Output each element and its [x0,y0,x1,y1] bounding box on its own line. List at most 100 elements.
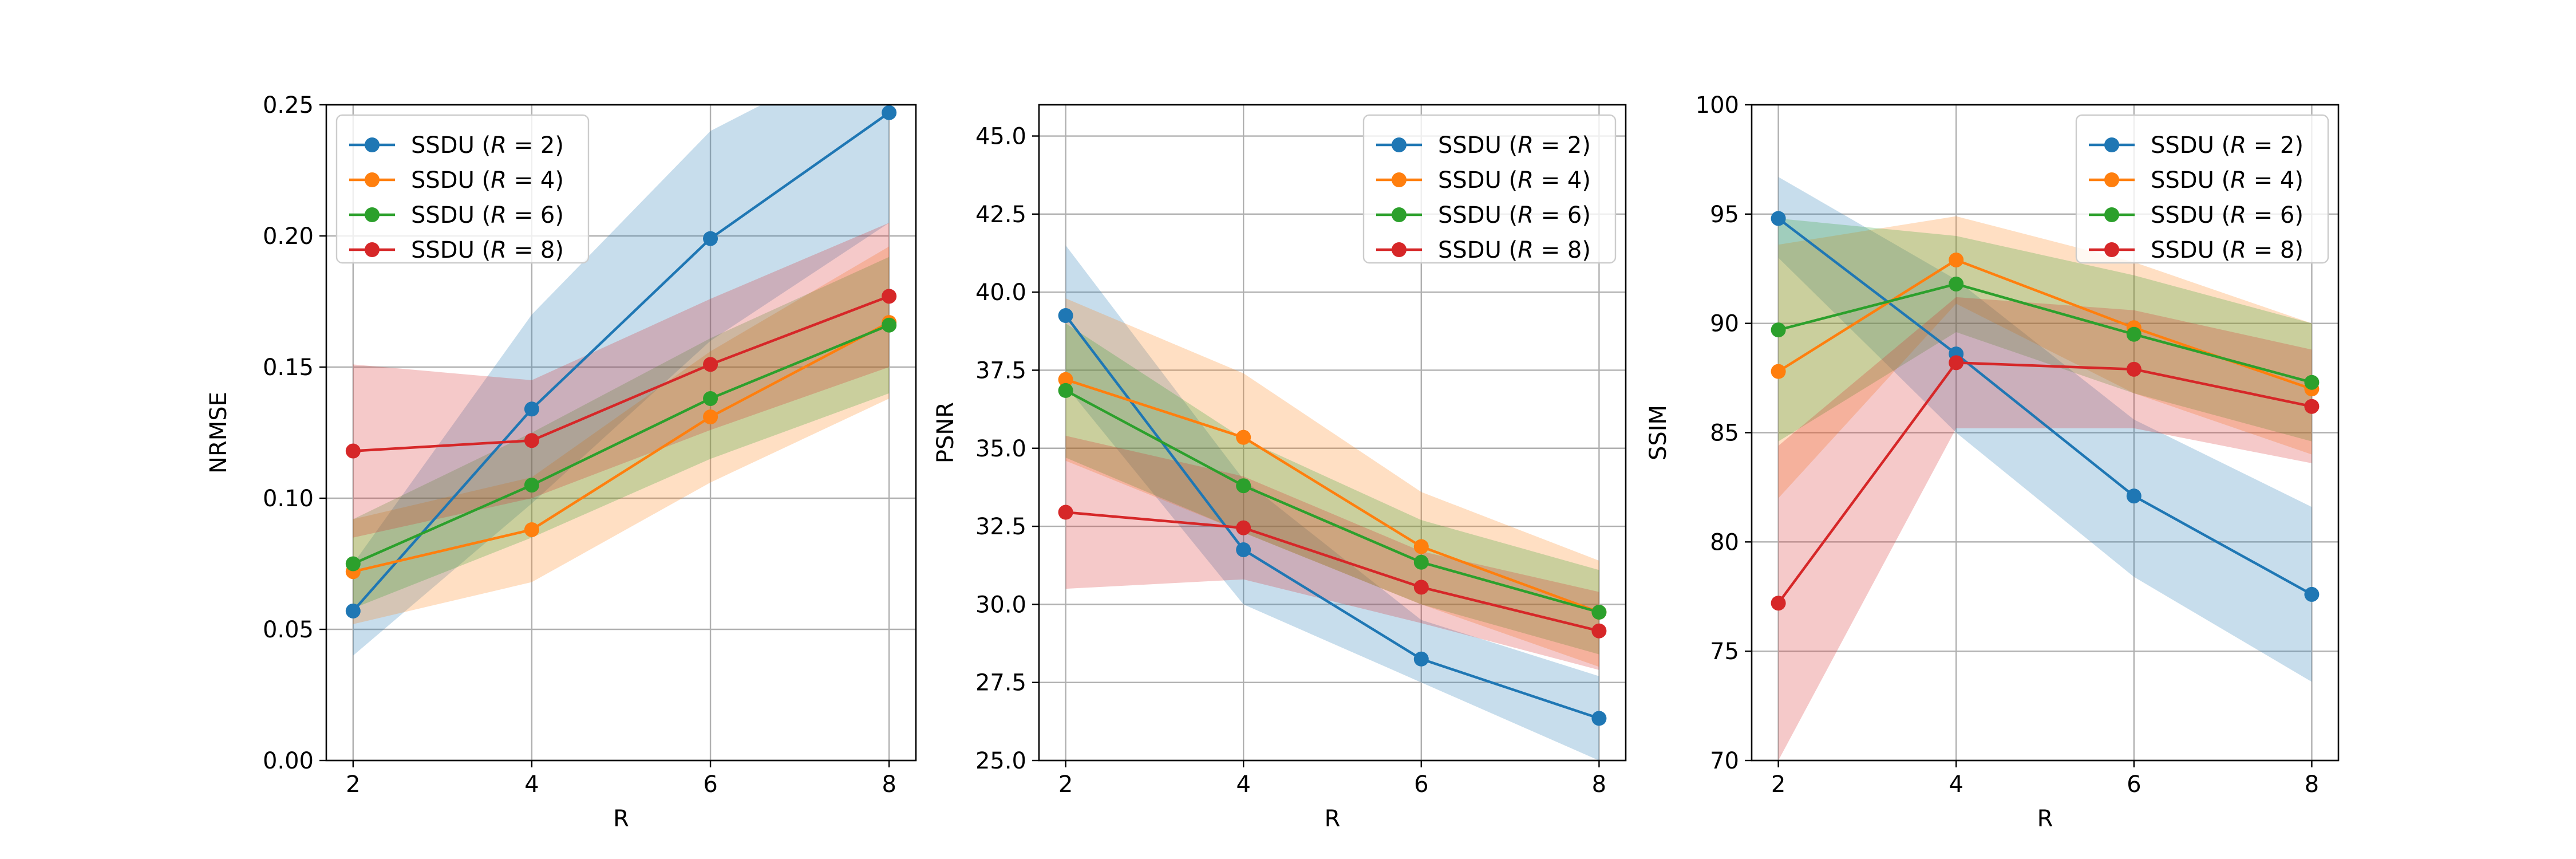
point-series-1 [703,231,718,246]
legend-marker [2104,242,2119,257]
y-tick-label: 35.0 [975,436,1026,462]
point-series-4 [1949,355,1964,371]
y-axis-label: PSNR [933,402,959,463]
line-series-2 [353,321,890,573]
y-tick-label: 95 [1710,202,1739,228]
x-tick-label: 4 [1236,771,1250,798]
x-axis-label: R [2037,806,2053,832]
line-series-3 [1778,282,2312,384]
point-series-4 [345,443,361,459]
point-series-4 [703,357,718,372]
x-tick-label: 2 [1058,771,1073,798]
legend-box [1362,114,1617,264]
point-series-4 [1236,520,1251,535]
point-series-3 [1058,383,1073,398]
band-series-1 [1065,245,1599,761]
y-tick-label: 30.0 [975,592,1026,618]
legend-box [335,114,590,264]
point-series-2 [1771,364,1786,379]
legend-marker [1392,137,1406,152]
legend-marker [2104,137,2119,152]
y-axis-label: NRMSE [206,392,232,474]
point-series-2 [1413,539,1429,554]
point-series-1 [1058,308,1073,324]
line-series-3 [1065,389,1600,614]
y-tick-label: 40.0 [975,279,1026,306]
point-series-3 [1236,478,1251,494]
x-tick-label: 4 [524,771,539,798]
legend: SSDU (R = 2) SSDU (R = 4) SSDU (R = 6) SSDU… [335,114,590,264]
panel-psnr: 2 4 6 8 25.0 27.5 30.0 32.5 35.0 37.5 40.0 42.5 45.0… [933,104,1627,832]
legend-entry-label: SSDU (R = 6) [2151,202,2304,228]
legend-entry-label: SSDU (R = 8) [2151,237,2304,263]
point-series-1 [2126,488,2142,504]
band-series-3 [353,257,890,609]
y-axis-label: SSIM [1645,405,1672,460]
legend-marker [365,172,380,187]
legend-marker [1392,172,1406,187]
band-series-4 [1065,435,1599,670]
y-tick-label: 80 [1710,529,1739,555]
point-series-3 [2126,326,2142,342]
x-tick-label: 6 [2127,771,2141,798]
y-tick-label: 0.05 [263,617,314,643]
y-tick-label: 0.25 [263,92,314,119]
legend-entry-label: SSDU (R = 8) [1438,237,1591,263]
point-series-4 [1058,505,1073,520]
legend: SSDU (R = 2) SSDU (R = 4) SSDU (R = 6) SSDU… [2075,114,2329,264]
legend-marker [1392,242,1406,257]
legend-entry-label: SSDU (R = 4) [1438,167,1591,194]
point-series-3 [882,317,897,333]
point-series-1 [1236,542,1251,557]
point-series-1 [1591,711,1607,726]
legend-entry-label: SSDU (R = 6) [1438,202,1591,228]
point-series-3 [345,556,361,572]
legend-entry-label: SSDU (R = 2) [411,132,564,159]
point-series-3 [1771,322,1786,338]
point-series-2 [1236,430,1251,445]
legend-entry-label: SSDU (R = 4) [411,167,564,194]
band-series-3 [1778,218,2312,442]
point-series-1 [882,105,897,120]
x-tick-label: 2 [346,771,360,798]
x-tick-label: 4 [1949,771,1963,798]
point-series-2 [703,409,718,425]
point-series-2 [524,522,539,537]
x-tick-label: 6 [703,771,717,798]
legend-entry-label: SSDU (R = 8) [411,237,564,263]
point-series-1 [524,401,539,417]
point-series-4 [2304,399,2320,414]
point-series-3 [1949,276,1964,291]
y-tick-label: 25.0 [975,748,1026,774]
x-axis-label: R [613,806,629,832]
axes-frame [1038,104,1627,762]
y-tick-label: 85 [1710,420,1739,447]
line-series-2 [1065,378,1600,614]
point-series-3 [1413,554,1429,570]
x-tick-label: 8 [1592,771,1606,798]
legend-entry-label: SSDU (R = 2) [1438,132,1591,159]
line-series-4 [1065,511,1599,632]
point-series-3 [703,391,718,406]
legend-marker [2104,172,2119,187]
line-series-1 [1777,217,2313,596]
point-series-3 [2304,375,2320,390]
band-series-1 [1778,176,2312,682]
band-series-3 [1065,323,1599,655]
y-tick-label: 90 [1710,311,1739,337]
y-tick-label: 0.00 [263,748,314,774]
series-lines [352,111,890,612]
legend-marker [2104,207,2119,222]
line-series-4 [1777,361,2312,604]
x-tick-label: 6 [1414,771,1428,798]
point-series-3 [524,478,539,493]
point-series-1 [1413,651,1429,667]
y-tick-label: 70 [1710,748,1739,774]
legend-box [2075,114,2329,264]
series-lines [1777,217,2313,604]
x-tick-label: 8 [2305,771,2319,798]
legend-marker [365,137,380,152]
x-axis-label: R [1325,806,1341,832]
